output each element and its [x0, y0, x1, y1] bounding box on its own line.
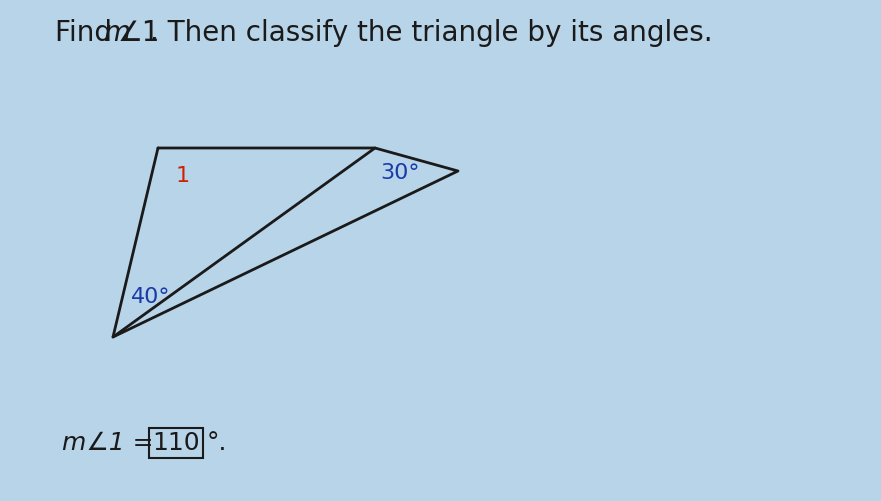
- Text: °.: °.: [207, 431, 227, 455]
- Text: m∠1 =: m∠1 =: [62, 431, 161, 455]
- Text: . Then classify the triangle by its angles.: . Then classify the triangle by its angl…: [150, 19, 713, 47]
- Text: m: m: [103, 19, 130, 47]
- Text: 110: 110: [152, 431, 200, 455]
- Text: 1: 1: [176, 166, 190, 186]
- Text: 30°: 30°: [380, 163, 419, 183]
- FancyBboxPatch shape: [149, 428, 203, 458]
- Text: ∠1: ∠1: [118, 19, 160, 47]
- Text: 40°: 40°: [131, 287, 171, 307]
- Text: Find: Find: [55, 19, 121, 47]
